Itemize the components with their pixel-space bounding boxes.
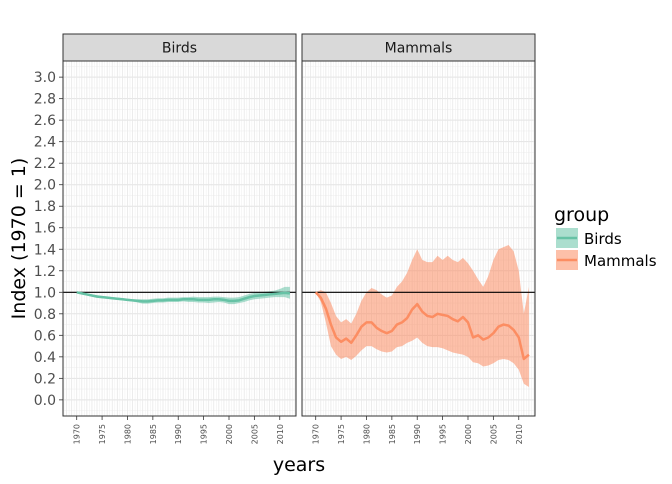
legend-label: Birds bbox=[584, 230, 622, 248]
y-tick-label: 2.8 bbox=[34, 92, 56, 108]
x-tick-label: 1985 bbox=[388, 424, 397, 444]
y-axis-title: Index (1970 = 1) bbox=[8, 158, 30, 320]
x-tick-label: 1975 bbox=[98, 424, 107, 444]
facet-strip bbox=[62, 33, 297, 62]
x-tick-label: 1990 bbox=[413, 424, 422, 444]
y-tick-label: 1.2 bbox=[34, 264, 56, 280]
y-tick-label: 1.0 bbox=[34, 285, 56, 301]
x-tick-label: 1975 bbox=[337, 424, 346, 444]
x-tick-label: 1985 bbox=[149, 424, 158, 444]
facet-label: Birds bbox=[162, 41, 197, 57]
legend-title: group bbox=[554, 204, 609, 226]
y-tick-label: 2.6 bbox=[34, 113, 56, 129]
legend-label: Mammals bbox=[584, 252, 657, 270]
y-tick-label: 0.0 bbox=[34, 393, 56, 409]
y-tick-label: 0.8 bbox=[34, 307, 56, 323]
confidence-ribbon-mammals bbox=[315, 244, 529, 387]
x-tick-label: 1980 bbox=[123, 424, 132, 444]
y-tick-label: 0.2 bbox=[34, 371, 56, 387]
panel-border bbox=[301, 60, 536, 417]
x-tick-label: 1995 bbox=[439, 424, 448, 444]
y-tick-label: 2.2 bbox=[34, 156, 56, 172]
panel-border bbox=[62, 60, 297, 417]
series-line-mammals bbox=[314, 291, 530, 361]
x-tick-label: 1970 bbox=[312, 424, 321, 444]
x-tick-label: 2005 bbox=[489, 424, 498, 444]
y-tick-label: 0.6 bbox=[34, 328, 56, 344]
y-tick-label: 2.4 bbox=[34, 135, 56, 151]
y-tick-label: 1.4 bbox=[34, 242, 56, 258]
series-line-birds bbox=[76, 291, 291, 303]
facet-label: Mammals bbox=[385, 41, 453, 57]
y-tick-label: 1.6 bbox=[34, 221, 56, 237]
x-tick-label: 2000 bbox=[464, 424, 473, 444]
x-tick-label: 1995 bbox=[200, 424, 209, 444]
x-tick-label: 1970 bbox=[73, 424, 82, 444]
y-tick-label: 3.0 bbox=[34, 70, 56, 86]
y-tick-label: 0.4 bbox=[34, 350, 56, 366]
x-tick-label: 2010 bbox=[515, 424, 524, 444]
y-tick-label: 1.8 bbox=[34, 199, 56, 215]
x-tick-label: 2010 bbox=[276, 424, 285, 444]
x-axis-title: years bbox=[273, 454, 325, 476]
x-tick-label: 2000 bbox=[225, 424, 234, 444]
x-tick-label: 1980 bbox=[362, 424, 371, 444]
y-tick-label: 2.0 bbox=[34, 178, 56, 194]
x-tick-label: 1990 bbox=[174, 424, 183, 444]
x-tick-label: 2005 bbox=[250, 424, 259, 444]
